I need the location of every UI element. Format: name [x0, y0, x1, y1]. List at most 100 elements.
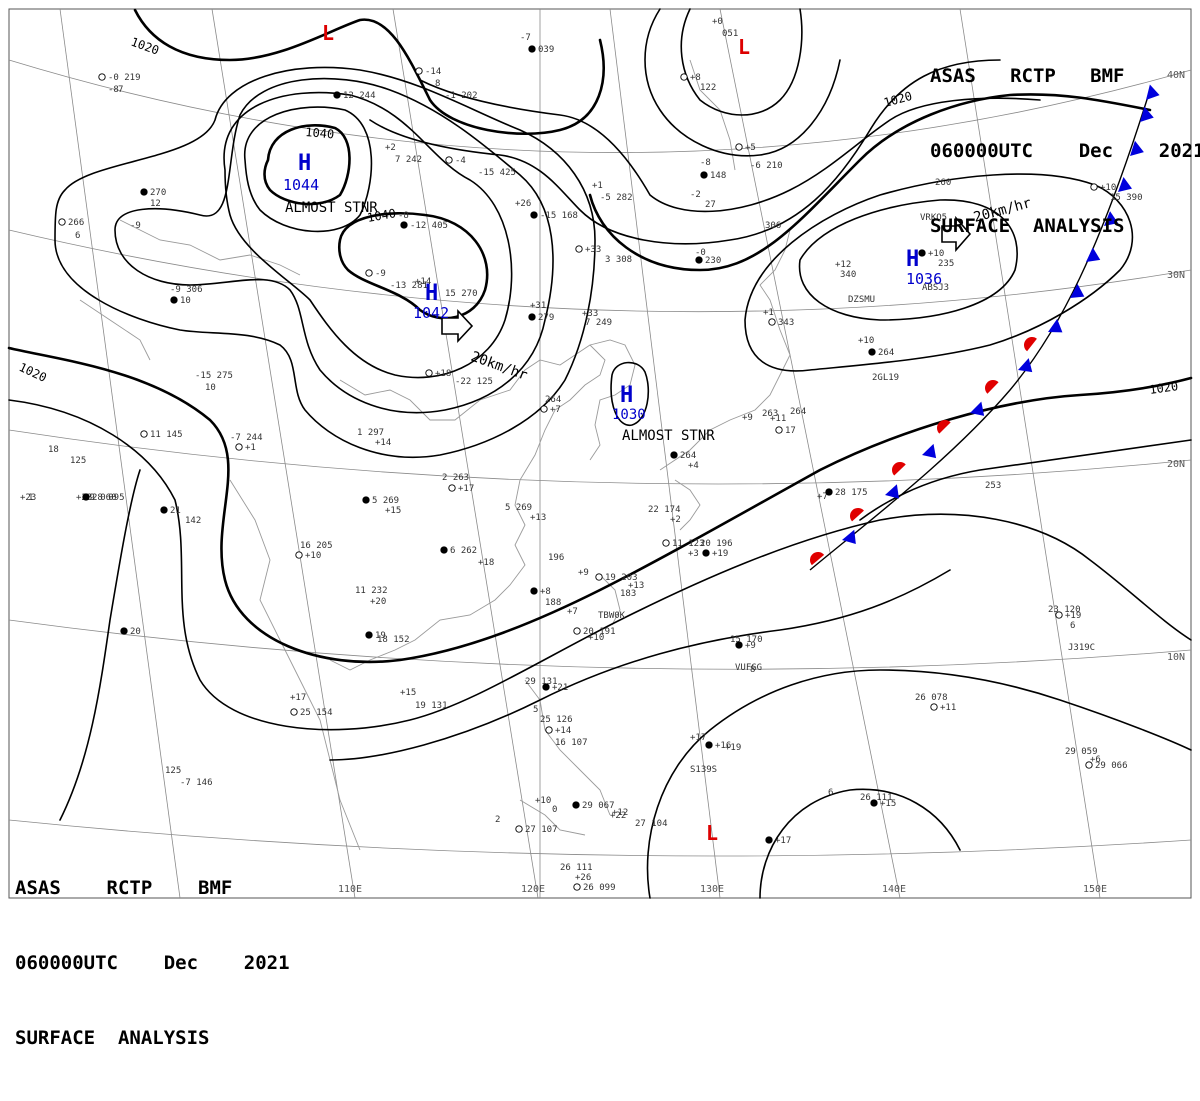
- station-value: 19 203: [605, 573, 638, 583]
- station-value: 7 249: [585, 318, 612, 328]
- station-id: ABSJ3: [922, 283, 949, 293]
- station-value: 11 123: [672, 539, 705, 549]
- station-circle: [415, 67, 423, 75]
- station-value: +15: [880, 799, 896, 809]
- station-value: 264: [545, 395, 561, 405]
- station-value: +12: [835, 260, 851, 270]
- station-value: 16 107: [555, 738, 588, 748]
- station-circle: [930, 703, 938, 711]
- station-value: +16: [715, 741, 731, 751]
- station-value: 10: [180, 296, 191, 306]
- station-value: +6: [1090, 755, 1101, 765]
- station-circle: [140, 188, 148, 196]
- isobar-north-3: [419, 79, 1041, 213]
- station-value: -15 425: [478, 168, 516, 178]
- station-circle: [735, 143, 743, 151]
- station-circle: [445, 156, 453, 164]
- station-value: +19: [1065, 611, 1081, 621]
- station-value: 22 174: [648, 505, 681, 515]
- header-bottom-line1: ASAS RCTP BMF: [15, 877, 233, 899]
- station-value: 18: [48, 445, 59, 455]
- station-value: 6 262: [450, 546, 477, 556]
- station-value: 11 232: [355, 586, 388, 596]
- station-value: 264: [680, 451, 696, 461]
- station-circle: [868, 348, 876, 356]
- station-circle: [700, 171, 708, 179]
- station-circle: [1055, 611, 1063, 619]
- station-circle: [1085, 761, 1093, 769]
- station-value: 29 067: [582, 801, 615, 811]
- station-value: 12: [150, 199, 161, 209]
- station-value: 260: [935, 178, 951, 188]
- low-center-letter: L: [322, 21, 334, 45]
- station-value: +19: [712, 549, 728, 559]
- station-value: +7: [567, 607, 578, 617]
- station-value: 5 269: [505, 503, 532, 513]
- station-value: 235: [938, 259, 954, 269]
- station-value: 1 297: [357, 428, 384, 438]
- station-value: 27: [705, 200, 716, 210]
- station-circle: [542, 683, 550, 691]
- almost-stnr-note: ALMOST STNR: [285, 200, 378, 216]
- station-value: 29 059: [1065, 747, 1098, 757]
- station-value: +9: [745, 641, 756, 651]
- high-center-letter: H: [298, 151, 311, 176]
- station-value: +23: [20, 493, 36, 503]
- station-value: +10: [535, 796, 551, 806]
- isobar-east-2: [744, 173, 1134, 372]
- station-circle: [400, 221, 408, 229]
- station-circle: [362, 496, 370, 504]
- station-value: 5 269: [372, 496, 399, 506]
- station-circle: [768, 318, 776, 326]
- station-value: 7 242: [395, 155, 422, 165]
- station-value: +15: [400, 688, 416, 698]
- station-value: +9: [578, 568, 589, 578]
- graticule-labels: 110E 120E 130E 140E 150E 40N 30N 20N 10N: [338, 70, 1185, 895]
- station-circle: [530, 211, 538, 219]
- station-value: +31: [530, 301, 546, 311]
- isobar-ring-4: [54, 66, 596, 459]
- station-value: 26 078: [915, 693, 948, 703]
- station-value: -8: [398, 211, 409, 221]
- station-value: -7 244: [230, 433, 263, 443]
- station-id: S139S: [690, 765, 717, 775]
- station-value: -0: [695, 248, 706, 258]
- station-value: +3: [688, 549, 699, 559]
- header-top: ASAS RCTP BMF 060000UTC Dec 2021 SURFACE…: [930, 14, 1200, 289]
- station-circle: [775, 426, 783, 434]
- station-circle: [573, 627, 581, 635]
- station-circle: [575, 245, 583, 253]
- isobar-1040-a: [244, 106, 373, 233]
- isobars: [7, 8, 1193, 899]
- station-value: -12 405: [410, 221, 448, 231]
- motion-arrow-west: [441, 308, 474, 344]
- isobar-north-5: [680, 8, 803, 116]
- isobar-1012-mid: [329, 569, 951, 761]
- station-circle: [528, 313, 536, 321]
- station-value: +5: [745, 143, 756, 153]
- isobar-ring-3: [114, 77, 554, 414]
- station-circle: [572, 801, 580, 809]
- high-center-letter: H: [620, 383, 633, 408]
- low-center-letter: L: [738, 35, 750, 59]
- station-value: 270: [150, 188, 166, 198]
- station-value: 26 099: [583, 883, 616, 893]
- isobar-1020-east-upper: [588, 93, 1152, 272]
- station-value: 051: [722, 29, 738, 39]
- station-circle: [918, 249, 926, 257]
- station-value: -14: [425, 67, 441, 77]
- station-value: 263: [762, 409, 778, 419]
- cold-front-triangle: [1140, 106, 1154, 122]
- chart-frame: [8, 8, 1192, 899]
- latitude-label: 10N: [1167, 652, 1185, 663]
- station-value: +1: [592, 181, 603, 191]
- station-value: -5 282: [600, 193, 633, 203]
- station-circle: [160, 506, 168, 514]
- station-value: +12: [612, 808, 628, 818]
- station-circle: [235, 443, 243, 451]
- station-circle: [98, 73, 106, 81]
- cold-front-triangle: [1048, 318, 1063, 333]
- station-circle: [680, 73, 688, 81]
- warm-front-semicircle: [985, 380, 999, 394]
- station-value: +15: [385, 506, 401, 516]
